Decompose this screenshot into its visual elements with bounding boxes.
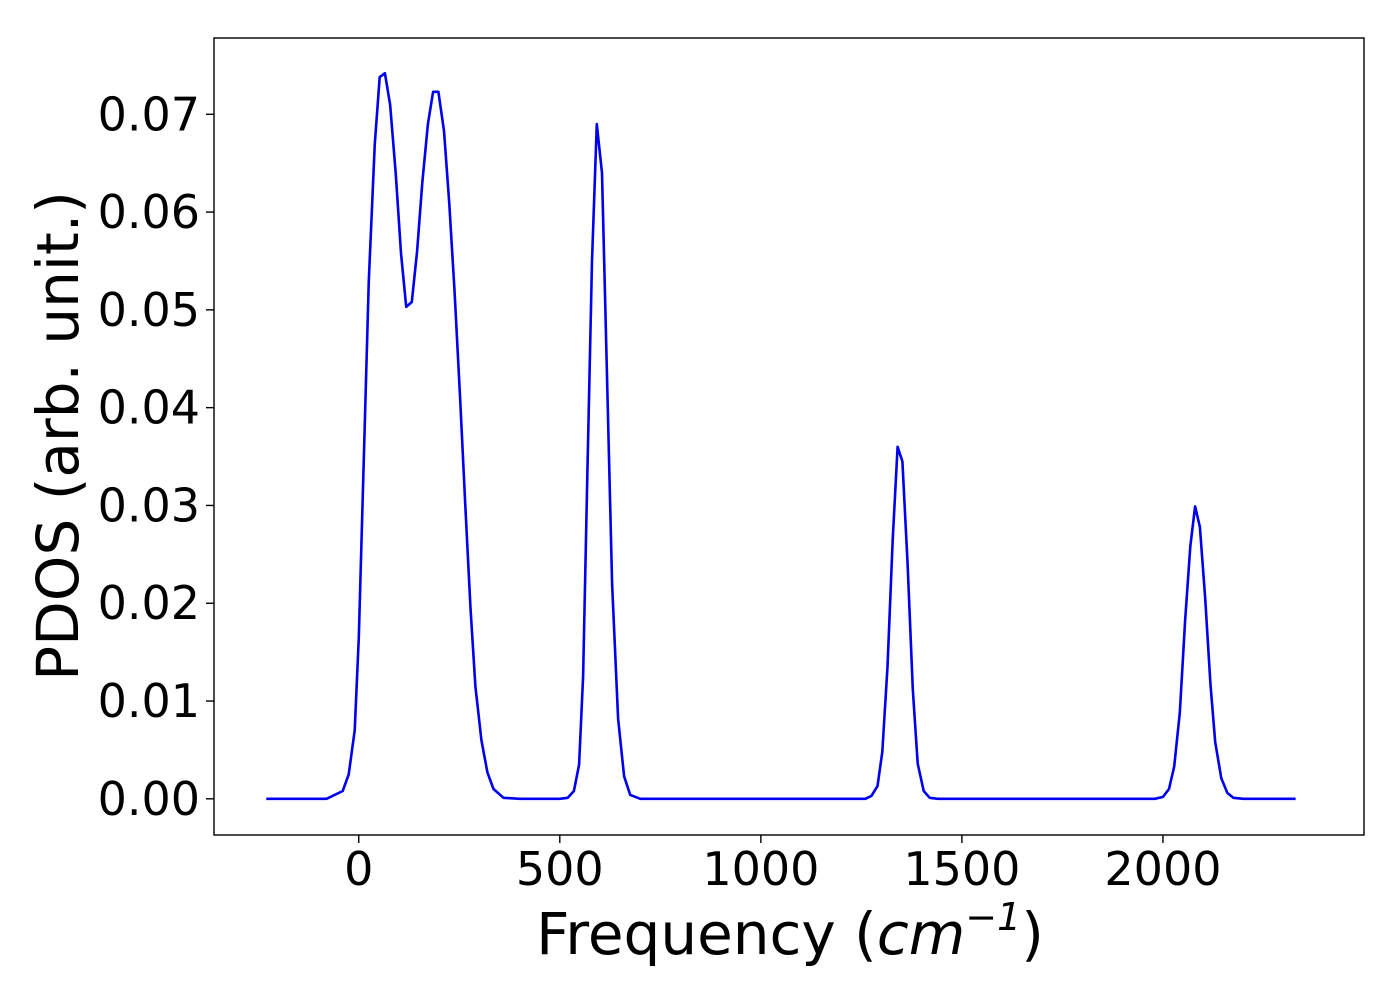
y-axis-ticks: 0.00 0.01 0.02 0.03 0.04 0.05 0.06 0.07 <box>98 87 214 826</box>
y-tick-label: 0.05 <box>98 283 200 337</box>
y-tick-label: 0.01 <box>98 674 200 728</box>
x-tick-label: 500 <box>516 842 604 896</box>
y-tick-label: 0.03 <box>98 478 200 532</box>
y-tick-label: 0.06 <box>98 185 200 239</box>
series-layer <box>266 71 1296 801</box>
x-tick-label: 1500 <box>903 842 1020 896</box>
y-tick-label: 0.07 <box>98 87 200 141</box>
x-tick-label: 1000 <box>702 842 819 896</box>
pdos-series-line <box>266 71 1296 801</box>
plot-frame <box>213 37 1365 836</box>
x-tick-label: 0 <box>344 842 373 896</box>
y-tick-label: 0.00 <box>98 772 200 826</box>
y-axis-label: PDOS (arb. unit.) <box>24 191 92 681</box>
y-tick-label: 0.02 <box>98 576 200 630</box>
x-axis-ticks: 0 500 1000 1500 2000 <box>344 835 1221 896</box>
x-axis-label: Frequency (cm−1) <box>536 895 1044 968</box>
x-tick-label: 2000 <box>1104 842 1221 896</box>
y-tick-label: 0.04 <box>98 381 200 435</box>
